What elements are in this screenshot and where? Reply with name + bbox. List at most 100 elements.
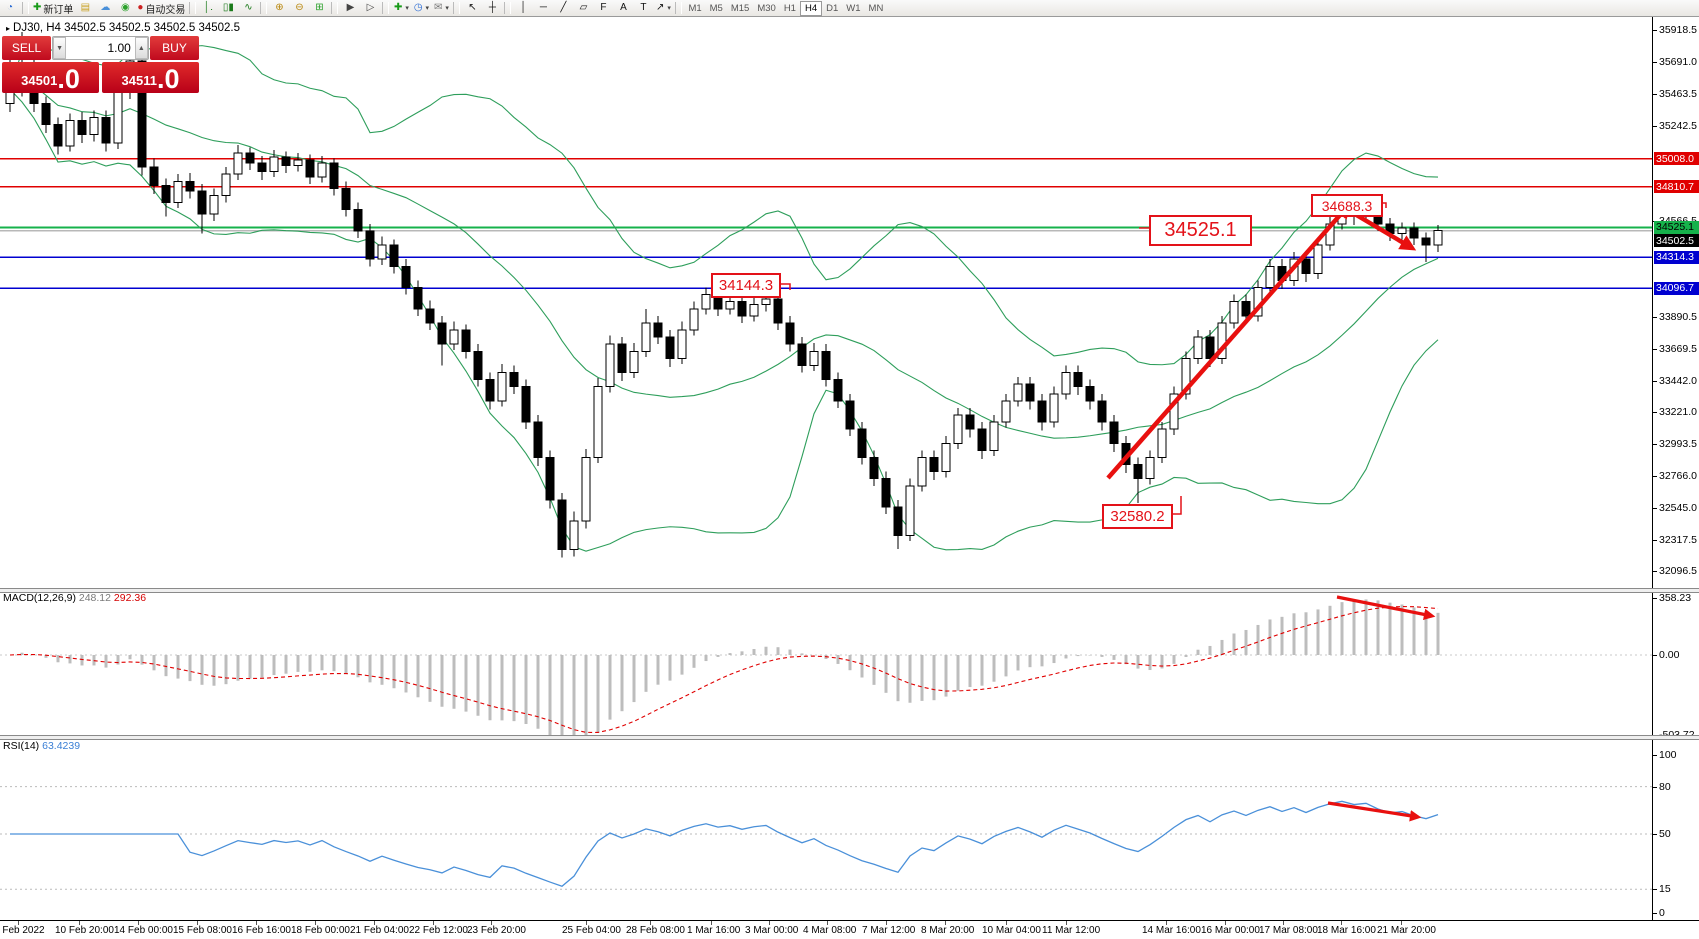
sell-price-button[interactable]: 34501.0	[2, 62, 99, 93]
axis-tick-mark	[1653, 412, 1657, 414]
chevron-down-icon[interactable]: ▾	[425, 5, 430, 12]
time-tick-mark	[769, 921, 770, 925]
chevron-down-icon[interactable]: ▾	[445, 5, 449, 12]
time-tick-label: 11 Mar 12:00	[1042, 925, 1101, 936]
volume-increase-button[interactable]: ▲	[134, 37, 148, 59]
equidistant-channel-icon[interactable]: ▱	[573, 1, 593, 15]
timeframe-button-w1[interactable]: W1	[846, 2, 861, 14]
time-tick-mark	[650, 921, 651, 925]
candle	[173, 180, 183, 204]
cursor-icon[interactable]: ↖	[462, 1, 482, 15]
candle	[1181, 357, 1191, 395]
axis-tick-mark	[1653, 444, 1657, 446]
axis-tick-mark	[1653, 598, 1657, 599]
chevron-down-icon[interactable]: ▾	[667, 5, 671, 12]
buy-price-button[interactable]: 34511.0	[102, 62, 199, 93]
timeframe-button-m1[interactable]: M1	[688, 2, 702, 14]
chart-shift-icon[interactable]: ▷	[360, 1, 380, 15]
candlestick-chart-icon[interactable]: ▯▮	[218, 1, 238, 15]
price-line-badge: 34502.5	[1654, 234, 1699, 248]
volume-input[interactable]	[66, 37, 135, 59]
chart-window-icon[interactable]: ◔	[0, 1, 20, 15]
candle	[389, 244, 399, 267]
axis-tick-mark	[1653, 571, 1657, 573]
text-icon[interactable]: A	[613, 1, 633, 15]
candle	[521, 386, 531, 423]
price-tick: 35918.5	[1659, 24, 1697, 36]
candle	[101, 117, 111, 144]
price-annotation: 32580.2	[1102, 504, 1173, 529]
arrows-dropdown[interactable]: ↗ ▾	[653, 1, 673, 15]
timeframe-button-d1[interactable]: D1	[826, 2, 839, 14]
fibonacci-icon[interactable]: F	[593, 1, 613, 15]
rsi-indicator-label: RSI(14) 63.4239	[3, 740, 81, 752]
auto-scroll-icon[interactable]: ▶	[340, 1, 360, 15]
zoom-out-icon[interactable]: ⊖	[289, 1, 309, 15]
candle	[305, 159, 315, 178]
periods-dropdown[interactable]: ◷ ▾	[411, 1, 431, 15]
buy-price-frac: .0	[156, 64, 180, 94]
pane-splitter-macd[interactable]	[0, 588, 1699, 593]
candle	[281, 156, 291, 167]
crosshair-icon[interactable]: ┼	[482, 1, 502, 15]
main-pane	[0, 31, 1652, 558]
price-tick: 35691.0	[1659, 56, 1697, 69]
candle	[1229, 301, 1239, 324]
candle	[773, 298, 783, 324]
time-tick-mark	[18, 921, 19, 925]
time-tick-label: 28 Feb 08:00	[626, 925, 685, 936]
new-order-button[interactable]: ✚ 新订单	[31, 1, 75, 16]
timeframe-button-m30[interactable]: M30	[757, 2, 776, 14]
time-tick-label: 22 Feb 12:00	[409, 925, 468, 936]
candle	[665, 336, 675, 359]
price-line-badge: 34525.1	[1654, 220, 1699, 234]
new-chart-dropdown[interactable]: ✚ ▾	[391, 1, 411, 15]
candle	[809, 350, 819, 366]
timeframe-button-m5[interactable]: M5	[709, 2, 723, 14]
timeframe-button-mn[interactable]: MN	[868, 2, 884, 14]
new-order-button: ✚	[33, 2, 42, 13]
bar-chart-icon[interactable]: │․	[198, 1, 218, 15]
price-axis[interactable]: 35918.535691.035463.535242.534566.533890…	[1652, 16, 1699, 920]
tile-windows-icon[interactable]: ⊞	[309, 1, 329, 15]
pane-splitter-rsi[interactable]	[0, 735, 1699, 740]
zoom-in-icon[interactable]: ⊕	[269, 1, 289, 15]
time-tick-label: 10 Mar 04:00	[982, 925, 1041, 936]
volume-decrease-button[interactable]: ▼	[53, 37, 67, 59]
signals-icon[interactable]: ◉	[115, 1, 135, 15]
price-tick: 32317.5	[1659, 533, 1697, 546]
time-tick-label: 4 Mar 08:00	[803, 925, 857, 936]
line-chart-icon[interactable]: ∿	[238, 1, 258, 15]
chart-window-icon: ◔	[6, 2, 14, 13]
cloud-icon[interactable]: ☁	[95, 1, 115, 15]
time-tick-label: 8 Mar 20:00	[921, 925, 975, 936]
text-label-icon[interactable]: T	[633, 1, 653, 15]
trendline-icon[interactable]: ╱	[553, 1, 573, 15]
journal-icon[interactable]: ▤	[75, 1, 95, 15]
horizontal-line-icon[interactable]: ─	[533, 1, 553, 15]
timeframe-button-h1[interactable]: H1	[783, 2, 796, 14]
sell-button[interactable]: SELL	[2, 36, 51, 60]
autotrading-button[interactable]: ● 自动交易	[135, 1, 187, 16]
timeframe-button-m15[interactable]: M15	[730, 2, 750, 14]
candle	[569, 520, 579, 551]
text-icon: A	[620, 2, 627, 13]
buy-button[interactable]: BUY	[150, 36, 199, 60]
templates-dropdown[interactable]: ✉ ▾	[431, 1, 451, 15]
time-tick-mark	[491, 921, 492, 925]
new-chart-dropdown: ✚	[393, 2, 403, 13]
vertical-line-icon[interactable]: │	[513, 1, 533, 15]
candle	[317, 162, 327, 178]
candle	[1157, 428, 1167, 458]
candle	[689, 308, 699, 331]
timeframe-button-h4[interactable]: H4	[799, 0, 823, 16]
time-tick-mark	[1225, 921, 1226, 925]
time-tick-label: 16 Feb 16:00	[232, 925, 291, 936]
candle	[1109, 421, 1119, 444]
candle	[221, 173, 231, 196]
chart-title-text: DJ30, H4 34502.5 34502.5 34502.5 34502.5	[13, 22, 241, 34]
candle	[1301, 258, 1311, 274]
chevron-down-icon[interactable]: ▾	[405, 5, 409, 12]
